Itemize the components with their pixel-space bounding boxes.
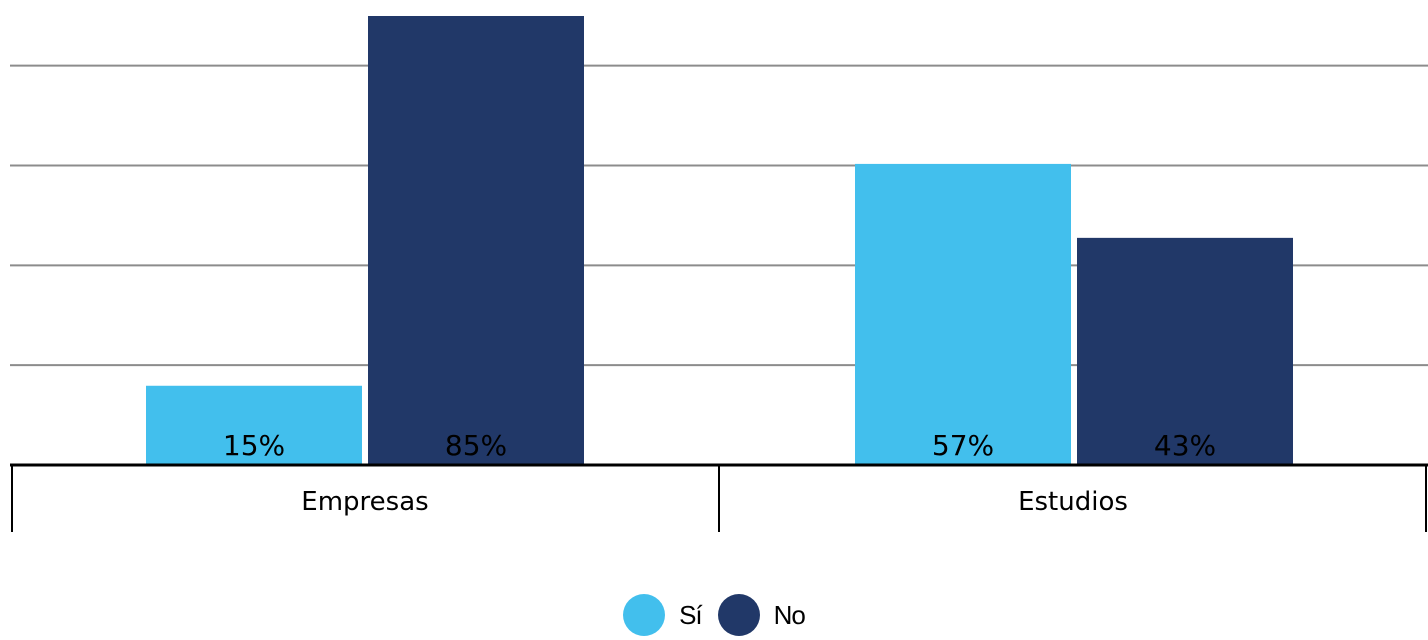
chart: 15% 85% 57% 43% Empresas Estudios [10,16,1428,532]
data-label-estudios-si: 57% [932,429,994,462]
bar-estudios-si [855,163,1071,465]
legend-swatch-si [623,594,666,636]
bar-empresas-si [146,385,362,465]
legend-item-no: No [717,594,806,636]
legend-item-si: Sí [623,594,703,636]
legend-swatch-no [717,594,760,636]
data-label-empresas-no: 85% [445,429,507,462]
category-label-empresas: Empresas [301,487,428,517]
legend-label-si: Sí [679,599,703,630]
legend: Sí No [0,590,1428,640]
bar-empresas-no [368,16,584,465]
legend-label-no: No [773,599,806,630]
data-label-estudios-no: 43% [1154,429,1216,462]
bar-estudios-no [1077,237,1293,465]
category-label-estudios: Estudios [1018,487,1128,517]
data-label-empresas-si: 15% [223,429,285,462]
